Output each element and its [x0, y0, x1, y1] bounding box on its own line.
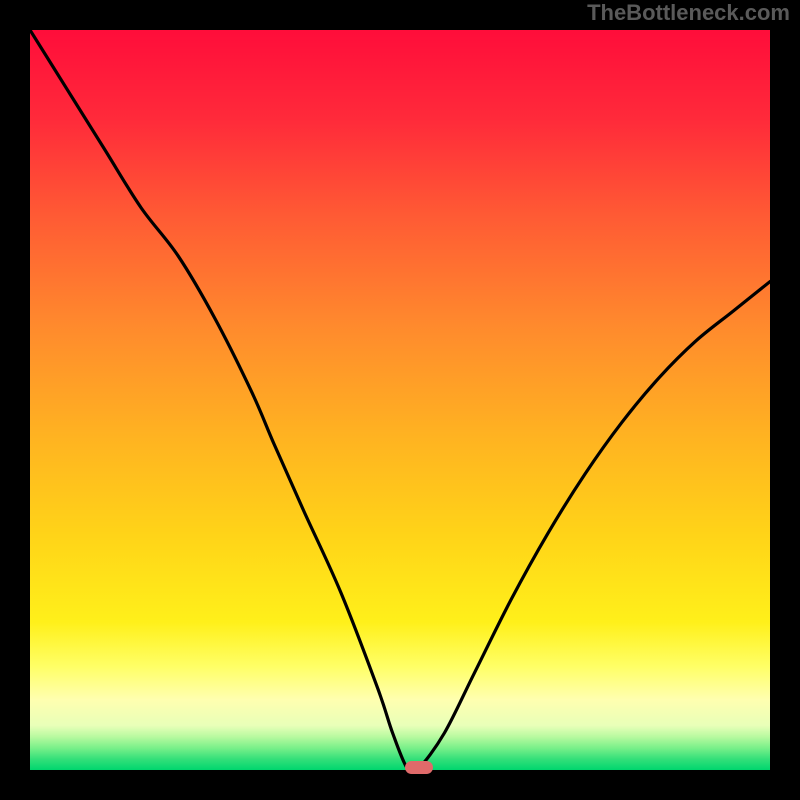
optimal-marker	[405, 761, 433, 774]
watermark-text: TheBottleneck.com	[587, 0, 790, 26]
bottleneck-curve	[30, 30, 770, 770]
chart-root: TheBottleneck.com	[0, 0, 800, 800]
plot-area	[30, 30, 770, 770]
